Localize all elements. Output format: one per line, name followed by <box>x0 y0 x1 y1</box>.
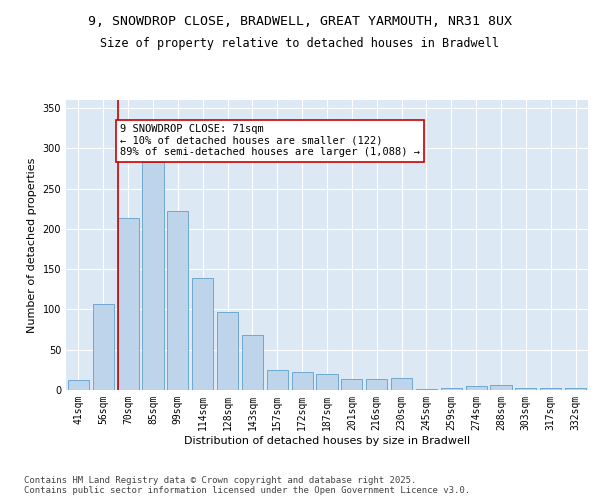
Bar <box>217 312 238 390</box>
Bar <box>192 278 213 390</box>
Bar <box>68 380 89 390</box>
Bar <box>565 388 586 390</box>
Bar <box>416 389 437 390</box>
Bar <box>366 378 387 390</box>
Text: Size of property relative to detached houses in Bradwell: Size of property relative to detached ho… <box>101 38 499 51</box>
Text: 9, SNOWDROP CLOSE, BRADWELL, GREAT YARMOUTH, NR31 8UX: 9, SNOWDROP CLOSE, BRADWELL, GREAT YARMO… <box>88 15 512 28</box>
Bar <box>515 388 536 390</box>
Y-axis label: Number of detached properties: Number of detached properties <box>27 158 37 332</box>
Bar <box>391 378 412 390</box>
Bar <box>242 335 263 390</box>
Bar <box>292 372 313 390</box>
Bar <box>540 388 561 390</box>
Bar <box>167 211 188 390</box>
Bar <box>441 388 462 390</box>
Text: Contains HM Land Registry data © Crown copyright and database right 2025.
Contai: Contains HM Land Registry data © Crown c… <box>24 476 470 495</box>
Bar <box>118 218 139 390</box>
Bar <box>93 304 114 390</box>
Bar <box>341 378 362 390</box>
Bar <box>267 370 288 390</box>
Bar <box>316 374 338 390</box>
Bar <box>142 162 164 390</box>
Bar <box>466 386 487 390</box>
Text: 9 SNOWDROP CLOSE: 71sqm
← 10% of detached houses are smaller (122)
89% of semi-d: 9 SNOWDROP CLOSE: 71sqm ← 10% of detache… <box>120 124 420 158</box>
X-axis label: Distribution of detached houses by size in Bradwell: Distribution of detached houses by size … <box>184 436 470 446</box>
Bar <box>490 385 512 390</box>
